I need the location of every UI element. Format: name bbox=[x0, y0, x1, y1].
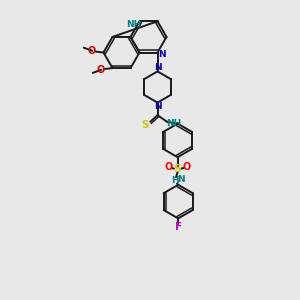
Text: N: N bbox=[177, 175, 184, 184]
Text: N: N bbox=[158, 50, 166, 59]
Text: N: N bbox=[154, 63, 161, 72]
Text: NH: NH bbox=[166, 119, 181, 128]
Text: O: O bbox=[182, 162, 191, 172]
Text: F: F bbox=[175, 222, 182, 233]
Text: N: N bbox=[154, 102, 161, 111]
Text: NH: NH bbox=[126, 20, 141, 29]
Text: O: O bbox=[164, 162, 173, 172]
Text: S: S bbox=[142, 120, 149, 130]
Text: O: O bbox=[97, 65, 105, 75]
Text: H: H bbox=[171, 176, 178, 184]
Text: S: S bbox=[174, 164, 182, 174]
Text: O: O bbox=[88, 46, 96, 56]
